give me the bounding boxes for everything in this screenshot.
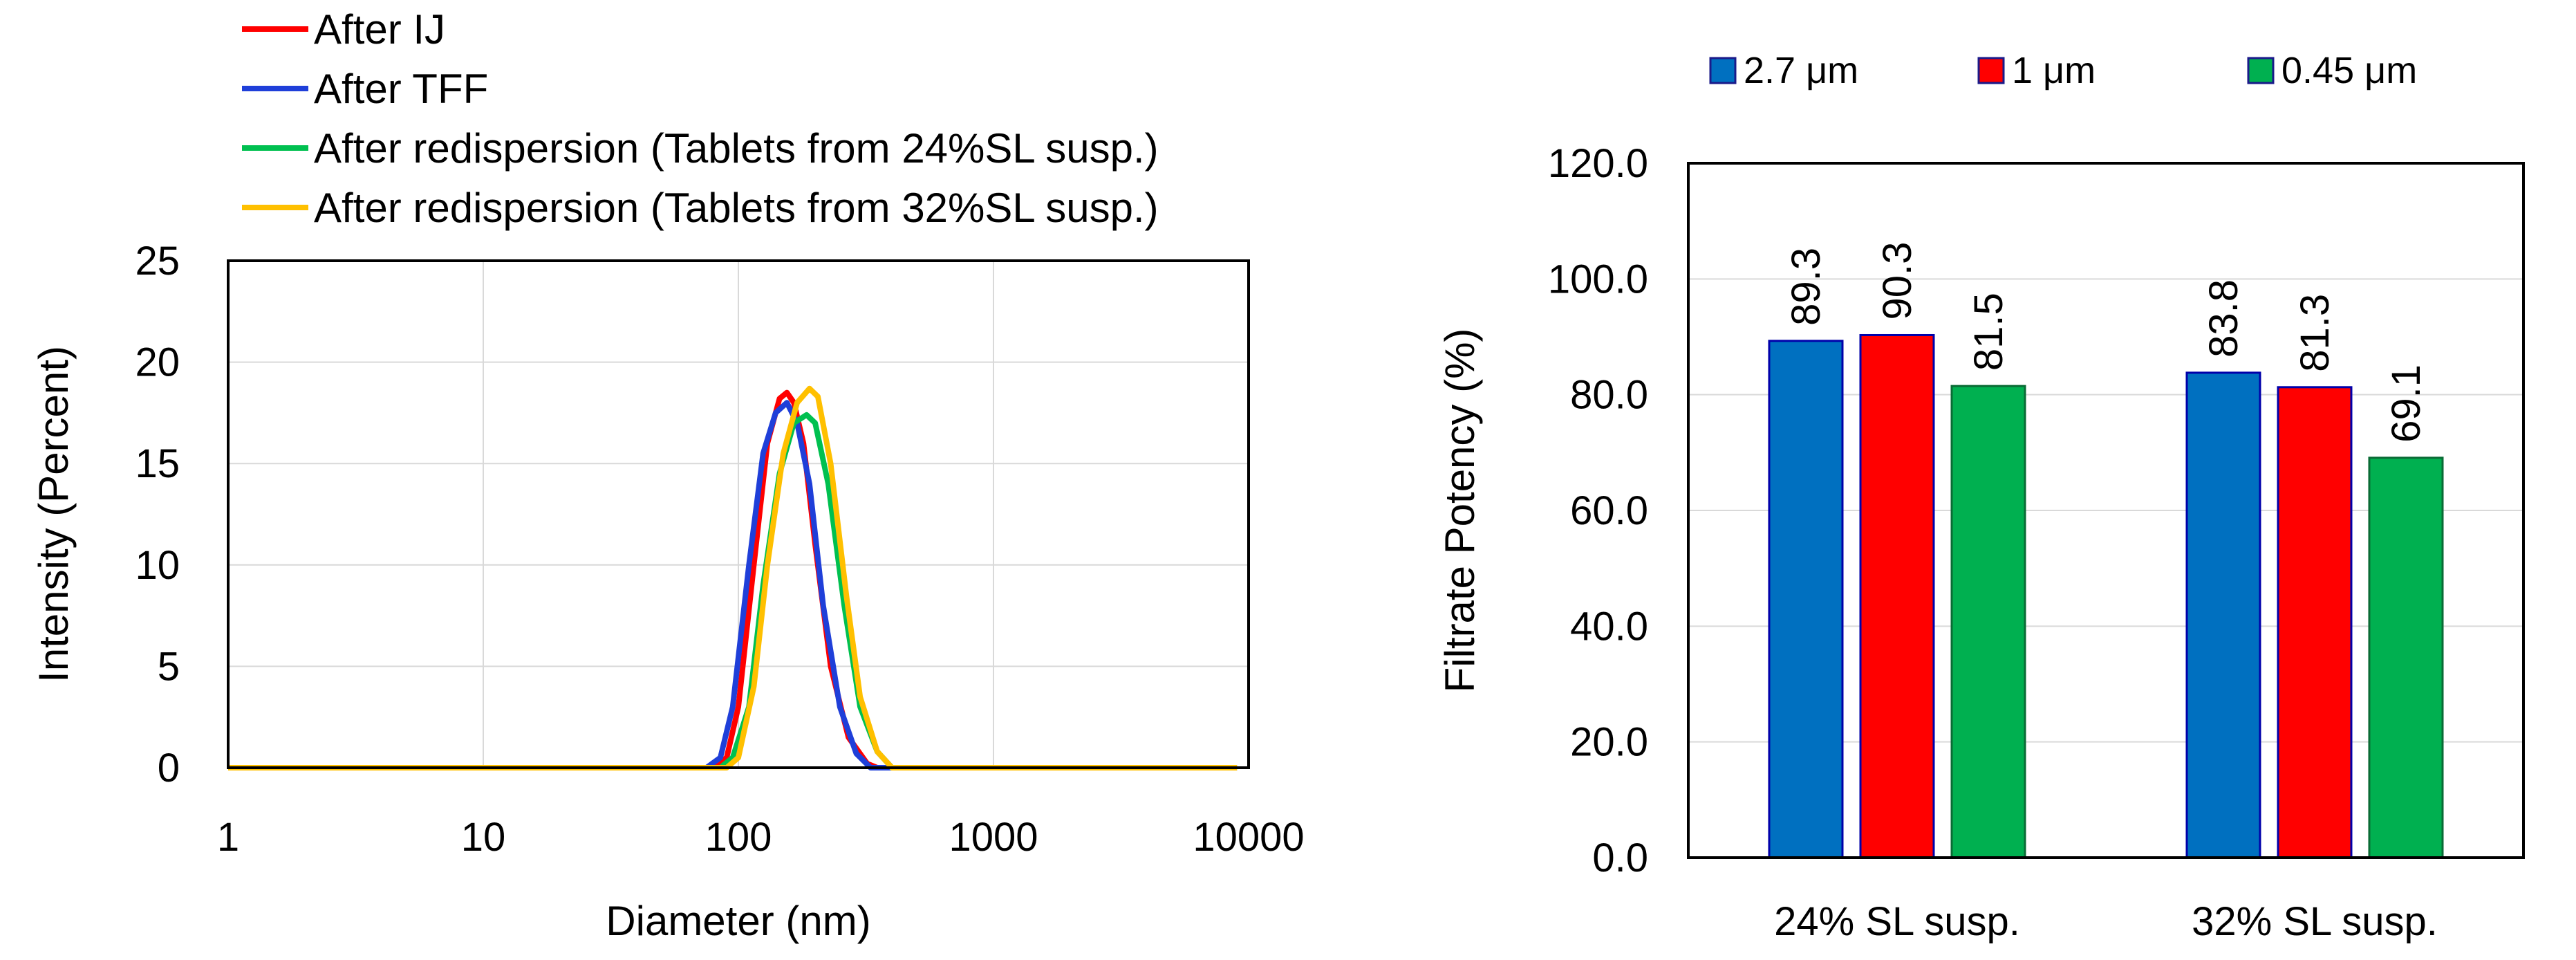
- right-y-tick: 60.0: [1570, 488, 1648, 533]
- size-distribution-lines: [228, 385, 1238, 770]
- bar-value-label: 89.3: [1784, 248, 1829, 326]
- bar-24-sl-susp-2-7-m: [1768, 340, 1844, 859]
- category-label-32-sl-susp: 32% SL susp.: [2192, 899, 2438, 944]
- left-y-axis-title: Intensity (Percent): [30, 346, 77, 683]
- right-y-tick: 120.0: [1548, 141, 1648, 186]
- legend-label: 0.45 μm: [2281, 50, 2417, 91]
- legend-swatch-2-7-m: [1709, 57, 1737, 84]
- legend-label: 1 μm: [2012, 50, 2096, 91]
- left-y-tick: 10: [135, 543, 180, 588]
- right-y-axis-title: Filtrate Potency (%): [1437, 329, 1483, 693]
- left-y-tick: 20: [135, 340, 180, 385]
- legend-swatch-0-45-m: [2247, 57, 2275, 84]
- legend-label: After redispersion (Tablets from 32%SL s…: [314, 185, 1159, 231]
- left-y-tick-labels: 0 5 10 15 20 25: [135, 239, 180, 791]
- right-y-tick: 20.0: [1570, 720, 1648, 765]
- filtrate-potency-bar-chart: 0.0 20.0 40.0 60.0 80.0 100.0 120.0 24% SL sus…: [1437, 50, 2525, 944]
- right-y-tick: 100.0: [1548, 257, 1648, 302]
- legend-label: After IJ: [314, 6, 445, 53]
- left-legend: After IJ After TFF After redispersion (Tab…: [242, 6, 1159, 231]
- bar-32-sl-susp-2-7-m: [2185, 371, 2261, 859]
- bar-24-sl-susp-0-45-m: [1950, 385, 2026, 859]
- left-y-tick: 25: [135, 239, 180, 284]
- right-y-tick: 40.0: [1570, 604, 1648, 649]
- bar-32-sl-susp-0-45-m: [2368, 456, 2444, 859]
- left-y-tick: 5: [158, 644, 180, 689]
- potency-bars: [1768, 333, 2444, 859]
- bar-32-sl-susp-1-m: [2277, 386, 2353, 859]
- legend-label: After redispersion (Tablets from 24%SL s…: [314, 125, 1159, 172]
- right-plot-frame: [1687, 162, 2525, 859]
- right-y-tick: 80.0: [1570, 373, 1648, 418]
- left-x-tick: 10: [461, 815, 506, 860]
- left-y-tick: 15: [135, 441, 180, 486]
- left-plot-frame: [227, 259, 1250, 769]
- right-y-tick: 0.0: [1592, 836, 1648, 880]
- left-x-axis-title: Diameter (nm): [606, 898, 870, 944]
- bar-value-label: 81.5: [1966, 293, 2011, 371]
- bar-value-label: 81.3: [2293, 294, 2337, 372]
- left-y-tick: 0: [158, 746, 180, 791]
- bar-value-label: 83.8: [2201, 279, 2246, 358]
- right-data-labels: 89.3 90.3 81.5 83.8 81.3 69.1: [1784, 242, 2429, 443]
- category-label-24-sl-susp: 24% SL susp.: [1774, 899, 2020, 944]
- right-y-tick-labels: 0.0 20.0 40.0 60.0 80.0 100.0 120.0: [1548, 141, 1648, 880]
- right-legend: 2.7 μm 1 μm 0.45 μm: [1709, 50, 2417, 91]
- legend-label: After TFF: [314, 66, 488, 112]
- left-x-tick: 1000: [949, 815, 1038, 860]
- left-x-tick-labels: 1 10 100 1000 10000: [217, 815, 1305, 860]
- right-category-labels: 24% SL susp. 32% SL susp.: [1774, 899, 2438, 944]
- left-x-tick: 100: [705, 815, 772, 860]
- bar-24-sl-susp-1-m: [1859, 333, 1935, 859]
- left-x-tick: 1: [217, 815, 239, 860]
- left-x-tick: 10000: [1193, 815, 1304, 860]
- legend-label: 2.7 μm: [1744, 50, 1858, 91]
- dls-line-chart: 0 5 10 15 20 25 1 10 100 1000 10000 Diameter (nm)…: [30, 6, 1305, 944]
- bar-value-label: 69.1: [2384, 364, 2429, 443]
- series-line-after-tff: [228, 400, 1238, 770]
- bar-value-label: 90.3: [1875, 242, 1920, 320]
- series-line-after-redispersion-tablets-from-32-sl-susp: [228, 385, 1238, 770]
- legend-swatch-1-m: [1977, 57, 2005, 84]
